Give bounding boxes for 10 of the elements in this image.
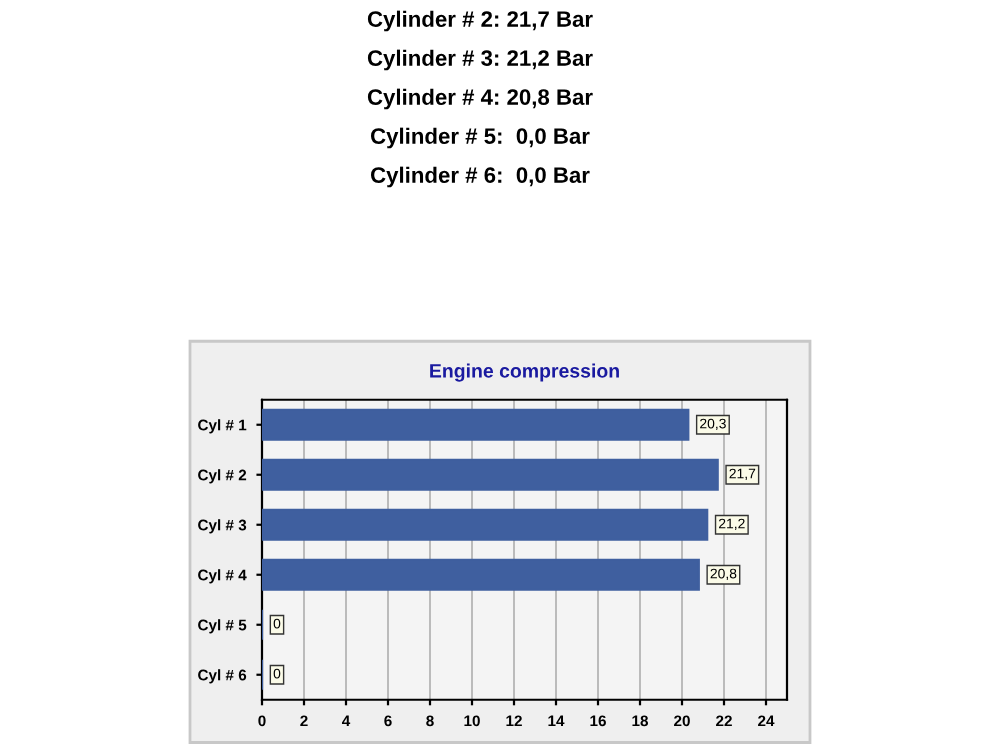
bar [262, 458, 719, 491]
text: Cylinder # 3: 21,2 Bar [367, 49, 593, 71]
bar [262, 408, 690, 441]
text: Cylinder # 5: 0,0 Bar [371, 127, 590, 149]
chart-title: Engine compression [430, 363, 619, 382]
text: Cylinder # 4: 20,8 Bar [367, 88, 593, 110]
bar [262, 508, 709, 541]
text: Cylinder # 6: 0,0 Bar [371, 166, 590, 188]
bar [262, 558, 700, 591]
text: Cylinder # 2: 21,7 Bar [367, 10, 593, 32]
